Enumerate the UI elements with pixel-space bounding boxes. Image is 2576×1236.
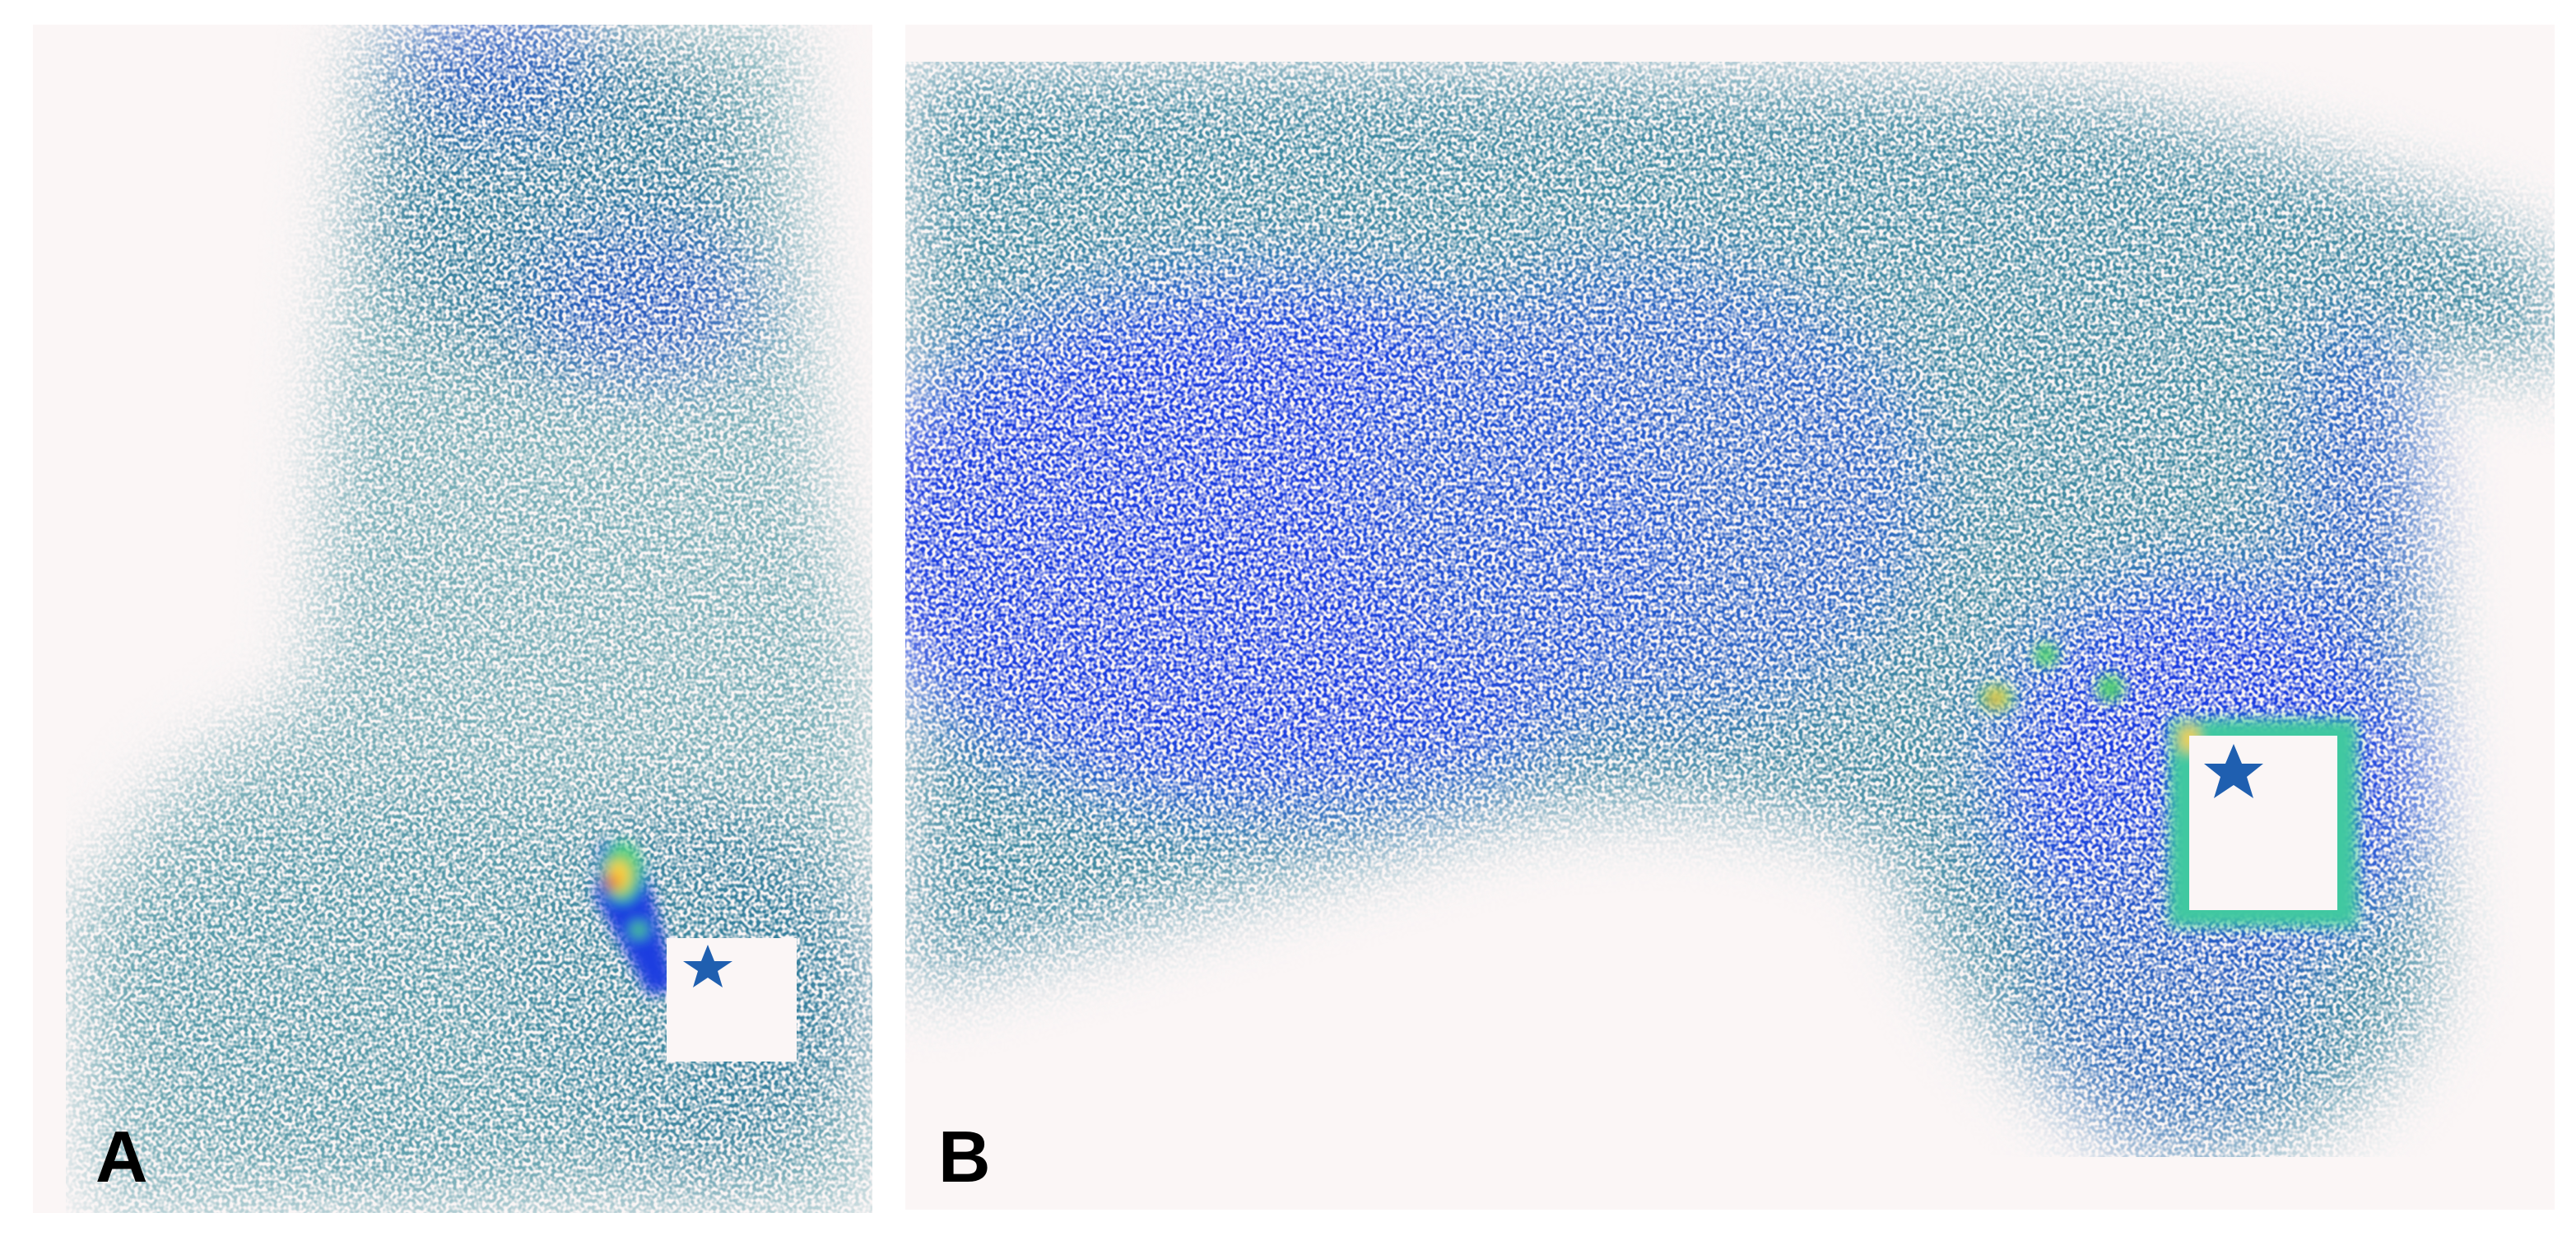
panel-a-image bbox=[33, 25, 872, 1213]
panel-label: A bbox=[95, 1116, 148, 1197]
panel-label: B bbox=[938, 1116, 991, 1197]
panel-b-image bbox=[905, 25, 2555, 1210]
